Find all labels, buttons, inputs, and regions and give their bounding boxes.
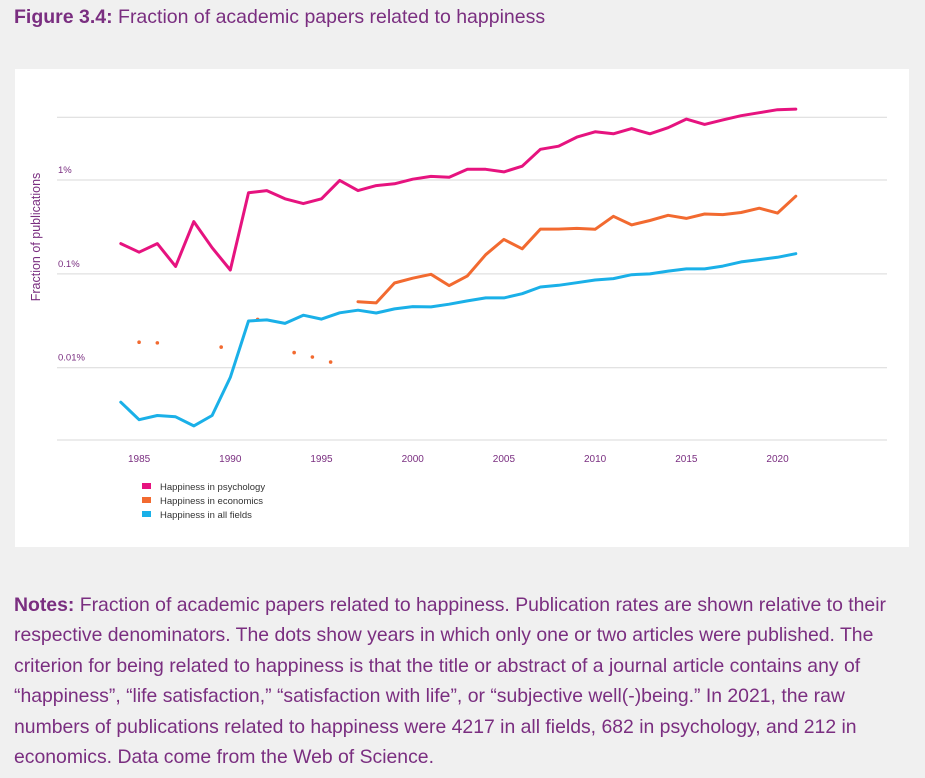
x-tick-label: 2005 [493,454,516,465]
y-tick-label: 0.01% [58,353,85,364]
line-chart: 1% 0.1% 0.01% Fraction of publications 1985 1… [29,107,887,521]
legend-swatch [142,511,151,517]
economics-dot [292,350,296,355]
notes-text: Fraction of academic papers related to h… [14,594,886,769]
chart-panel: 1% 0.1% 0.01% Fraction of publications 1985 1… [15,69,909,547]
x-tick-label: 2000 [402,454,425,465]
all-fields-line [119,252,798,428]
economics-line [356,194,798,305]
economics-dot [328,360,333,364]
economics-dot [155,341,160,345]
legend-swatch [142,483,151,489]
x-tick-label: 1995 [310,454,333,465]
economics-dot [137,340,141,345]
y-tick-label: 0.1% [58,259,80,270]
figure-notes: Notes: Fraction of academic papers relat… [14,590,912,772]
notes-label: Notes: [14,594,75,616]
x-tick-label: 1985 [128,454,151,465]
figure-title-text: Fraction of academic papers related to h… [118,6,546,28]
x-tick-label: 2015 [675,454,698,465]
economics-dot [219,345,223,349]
legend-label: Happiness in all fields [160,510,252,521]
x-tick-label: 1990 [219,454,242,465]
x-tick-label: 2010 [584,454,607,465]
economics-dot [310,355,315,359]
y-tick-label: 1% [58,165,72,176]
x-tick-label: 2020 [766,454,789,465]
y-axis-title: Fraction of publications [29,173,43,302]
legend-label: Happiness in economics [160,496,263,507]
legend-label: Happiness in psychology [160,482,265,493]
figure-label: Figure 3.4: [14,6,113,28]
legend-swatch [142,497,151,503]
psychology-line [119,107,798,272]
figure-title: Figure 3.4: Fraction of academic papers … [14,6,545,29]
